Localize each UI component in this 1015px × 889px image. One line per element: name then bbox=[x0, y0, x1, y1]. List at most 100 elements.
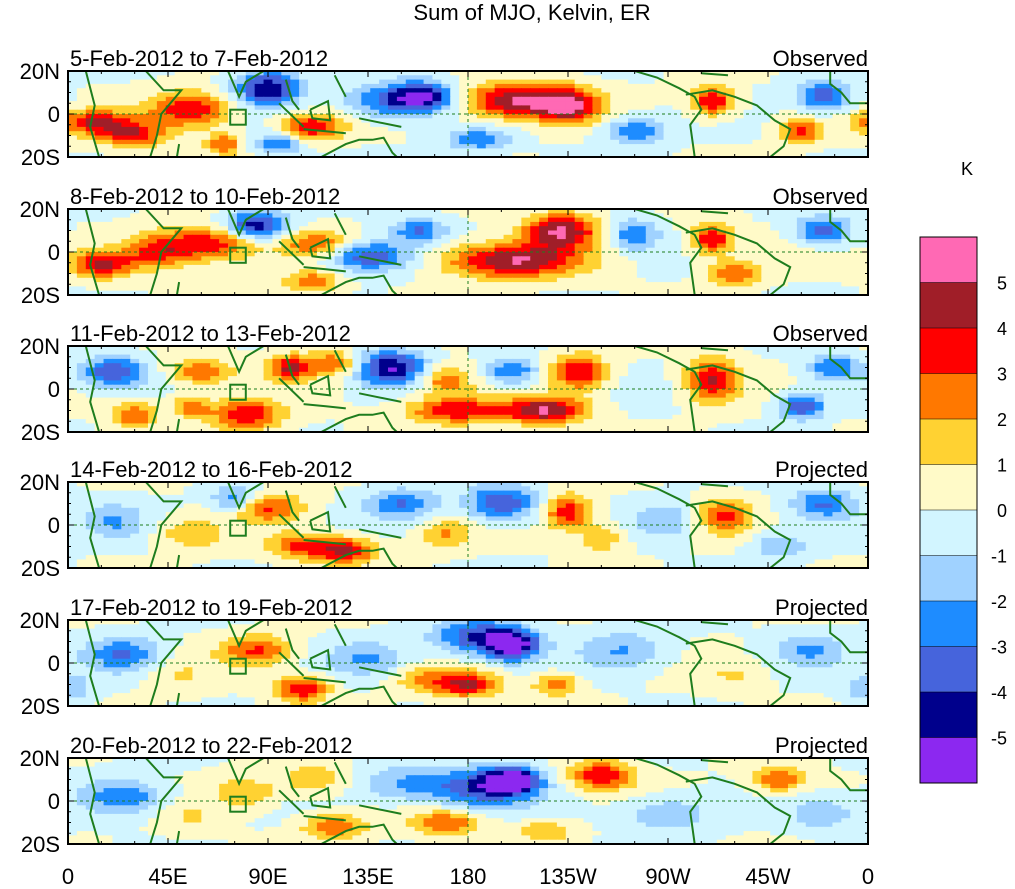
field-cell bbox=[672, 252, 682, 257]
field-cell bbox=[619, 88, 629, 94]
field-cell bbox=[770, 230, 780, 236]
field-cell bbox=[352, 273, 362, 279]
field-cell bbox=[823, 152, 834, 157]
field-cell bbox=[343, 230, 354, 236]
field-cell bbox=[379, 92, 389, 98]
field-cell bbox=[94, 71, 105, 76]
field-cell bbox=[210, 376, 220, 381]
field-cell bbox=[361, 126, 371, 132]
field-cell bbox=[592, 363, 602, 369]
field-cell bbox=[832, 376, 842, 381]
field-cell bbox=[370, 148, 380, 154]
field-cell bbox=[130, 221, 140, 227]
field-cell bbox=[414, 118, 425, 124]
field-cell bbox=[583, 363, 594, 369]
field-cell bbox=[645, 346, 656, 351]
field-cell bbox=[690, 209, 700, 214]
panel-status-label: Observed bbox=[773, 184, 868, 209]
field-cell bbox=[156, 286, 167, 292]
field-cell bbox=[441, 277, 451, 283]
field-cell bbox=[823, 358, 834, 364]
field-cell bbox=[592, 384, 602, 390]
field-cell bbox=[850, 264, 860, 270]
field-cell bbox=[645, 105, 656, 111]
field-cell bbox=[396, 363, 407, 369]
field-cell bbox=[236, 152, 247, 157]
field-cell bbox=[236, 118, 247, 124]
field-cell bbox=[352, 92, 362, 98]
caribbean bbox=[701, 210, 729, 215]
field-cell bbox=[565, 350, 576, 356]
field-cell bbox=[485, 239, 496, 244]
field-cell bbox=[405, 109, 416, 115]
field-cell bbox=[770, 367, 780, 373]
field-cell bbox=[823, 118, 834, 124]
field-cell bbox=[103, 114, 114, 119]
field-cell bbox=[601, 221, 611, 227]
field-cell bbox=[565, 152, 576, 157]
field-cell bbox=[539, 109, 549, 115]
south-america-east bbox=[685, 89, 792, 157]
field-cell bbox=[450, 152, 460, 157]
field-cell bbox=[610, 380, 620, 386]
field-cell bbox=[325, 105, 336, 111]
field-cell bbox=[725, 226, 736, 232]
field-cell bbox=[663, 83, 674, 89]
field-cell bbox=[441, 75, 451, 81]
field-cell bbox=[699, 213, 709, 219]
field-cell bbox=[521, 213, 531, 219]
field-cell bbox=[130, 135, 140, 141]
field-cell bbox=[76, 247, 87, 253]
field-cell bbox=[494, 346, 505, 351]
field-cell bbox=[201, 83, 211, 89]
field-cell bbox=[236, 109, 247, 115]
panel-period-label: 8-Feb-2012 to 10-Feb-2012 bbox=[70, 184, 340, 209]
field-cell bbox=[832, 256, 842, 262]
field-cell bbox=[254, 226, 265, 232]
field-cell bbox=[788, 252, 798, 257]
field-cell bbox=[450, 114, 460, 119]
field-cell bbox=[174, 118, 185, 124]
field-cell bbox=[370, 75, 380, 81]
field-cell bbox=[165, 384, 176, 390]
field-cell bbox=[805, 83, 816, 89]
field-cell bbox=[76, 371, 87, 377]
field-cell bbox=[76, 152, 87, 157]
field-cell bbox=[539, 393, 549, 399]
field-cell bbox=[254, 221, 265, 227]
field-cell bbox=[236, 105, 247, 111]
field-cell bbox=[672, 264, 682, 270]
field-cell bbox=[121, 79, 131, 85]
field-cell bbox=[414, 243, 425, 249]
field-cell bbox=[681, 122, 691, 128]
field-cell bbox=[725, 363, 736, 369]
field-cell bbox=[574, 135, 585, 141]
field-cell bbox=[165, 277, 176, 283]
field-cell bbox=[663, 358, 674, 364]
field-cell bbox=[281, 286, 291, 292]
field-cell bbox=[316, 92, 327, 98]
field-cell bbox=[841, 88, 851, 94]
field-cell bbox=[556, 290, 567, 295]
field-cell bbox=[823, 148, 834, 154]
field-cell bbox=[334, 260, 345, 266]
field-cell bbox=[139, 213, 149, 219]
field-cell bbox=[779, 358, 789, 364]
field-cell bbox=[272, 71, 282, 76]
field-cell bbox=[308, 217, 318, 223]
field-cell bbox=[85, 367, 96, 373]
field-cell bbox=[272, 358, 282, 364]
field-cell bbox=[379, 380, 389, 386]
field-cell bbox=[254, 88, 265, 94]
field-cell bbox=[103, 148, 114, 154]
field-cell bbox=[254, 380, 265, 386]
field-cell bbox=[414, 234, 425, 240]
field-cell bbox=[130, 139, 140, 145]
field-cell bbox=[539, 256, 549, 262]
field-cell bbox=[192, 230, 202, 236]
field-cell bbox=[814, 148, 825, 154]
field-cell bbox=[112, 397, 122, 403]
field-cell bbox=[779, 363, 789, 369]
field-cell bbox=[823, 92, 834, 98]
field-cell bbox=[521, 135, 531, 141]
